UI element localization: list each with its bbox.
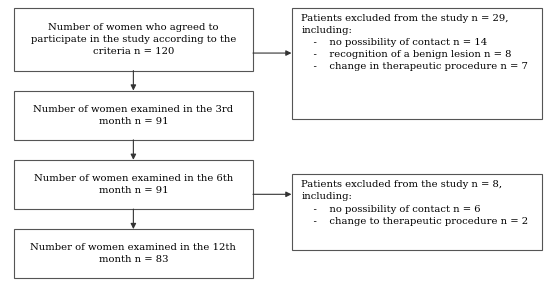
FancyBboxPatch shape (14, 91, 253, 140)
Text: Number of women who agreed to
participate in the study according to the
criteria: Number of women who agreed to participat… (31, 23, 236, 56)
Text: Number of women examined in the 12th
month n = 83: Number of women examined in the 12th mon… (30, 243, 236, 264)
Text: Number of women examined in the 3rd
month n = 91: Number of women examined in the 3rd mont… (34, 105, 233, 126)
Text: Patients excluded from the study n = 29,
including:
    -    no possibility of c: Patients excluded from the study n = 29,… (301, 14, 529, 71)
FancyBboxPatch shape (292, 8, 542, 119)
FancyBboxPatch shape (14, 8, 253, 71)
FancyBboxPatch shape (14, 229, 253, 278)
Text: Number of women examined in the 6th
month n = 91: Number of women examined in the 6th mont… (34, 174, 233, 195)
Text: Patients excluded from the study n = 8,
including:
    -    no possibility of co: Patients excluded from the study n = 8, … (301, 180, 529, 226)
FancyBboxPatch shape (14, 160, 253, 209)
FancyBboxPatch shape (292, 174, 542, 251)
